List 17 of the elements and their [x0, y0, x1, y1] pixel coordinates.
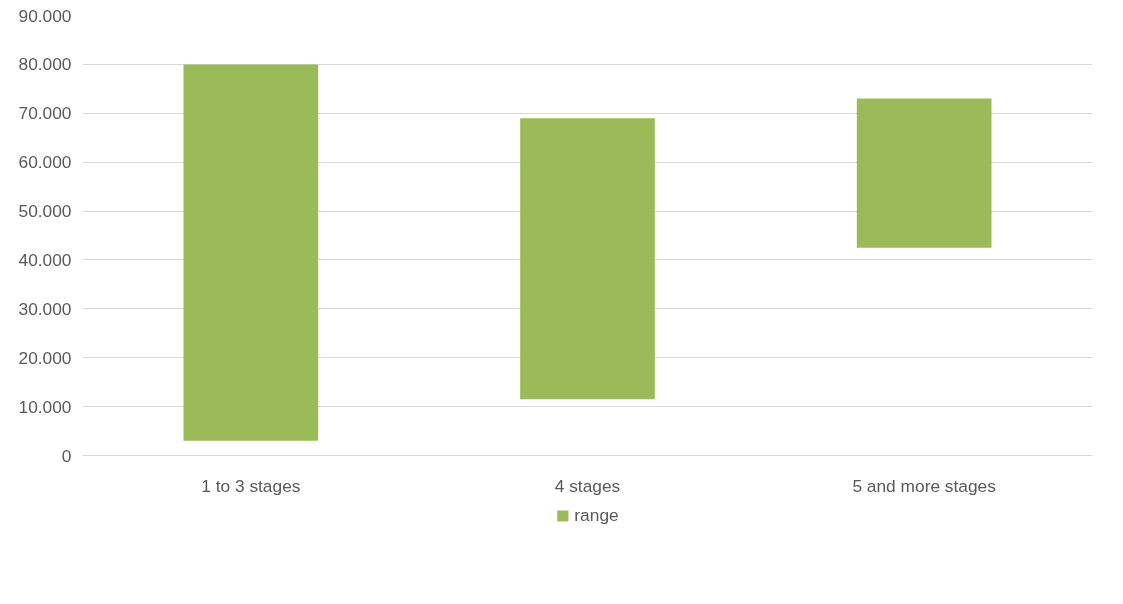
y-tick-label: 10.000 — [18, 396, 72, 417]
bar — [183, 64, 319, 441]
bar — [856, 98, 992, 248]
legend-label: range — [574, 504, 619, 526]
y-tick-label: 30.000 — [18, 298, 72, 319]
bar — [520, 118, 655, 400]
y-tick-label: 60.000 — [18, 152, 72, 173]
y-tick-label: 20.000 — [18, 347, 72, 368]
x-tick-label: 1 to 3 stages — [201, 475, 301, 496]
y-tick-label: 90.000 — [18, 5, 72, 26]
y-tick-label: 50.000 — [18, 201, 72, 222]
y-tick-label: 0 — [61, 445, 72, 466]
y-tick-label: 80.000 — [18, 54, 72, 75]
x-tick-label: 4 stages — [554, 475, 621, 496]
x-tick-label: 5 and more stages — [852, 475, 997, 496]
y-tick-label: 40.000 — [18, 249, 72, 270]
y-tick-label: 70.000 — [18, 103, 72, 124]
